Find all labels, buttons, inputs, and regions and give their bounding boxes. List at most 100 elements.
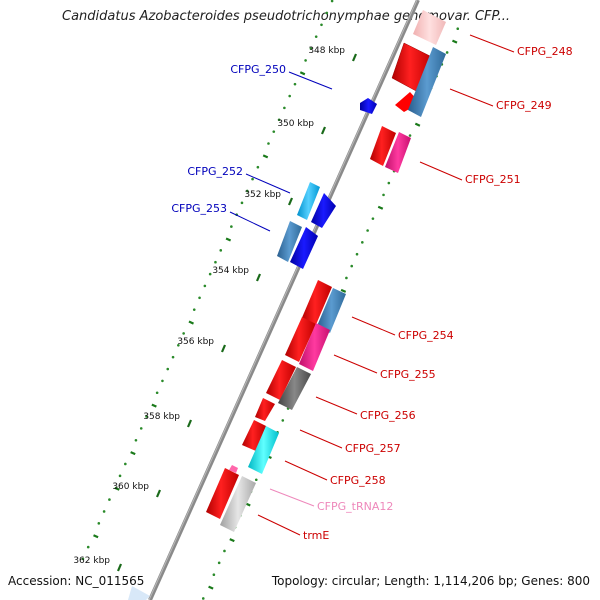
gene-cfpg-254[interactable] [301,280,346,333]
gc-dot [230,225,233,228]
gc-dot [456,27,460,31]
gc-dash [299,71,306,76]
accession-text: Accession: NC_011565 [8,574,145,588]
ruler-tick [116,563,123,572]
ruler-tick-label: 358 kbp [143,412,180,422]
gene-cfpg-trna12[interactable] [229,465,238,473]
gc-dot [361,241,364,244]
ruler-tick-label: 350 kbp [277,119,314,129]
gene-cfpg-252[interactable] [297,182,336,228]
leader-line [299,429,343,449]
gc-dot [223,549,226,553]
gc-dot [166,367,170,371]
gc-dash [340,288,347,293]
leader-line [269,488,315,507]
gc-dot [445,51,449,54]
ruler-tick-label: 354 kbp [212,266,249,276]
gc-dot [161,379,164,383]
leader-line [257,514,301,536]
gc-content-track [81,0,460,600]
gc-dot [355,252,359,256]
gc-dash [151,403,157,408]
gc-dash [262,154,269,159]
gc-dot [171,355,175,359]
ruler-tick-label: 352 kbp [244,190,281,200]
gene-cfpg-251[interactable] [370,126,411,173]
gene-cfpg-249[interactable] [408,47,446,117]
gene-label[interactable]: CFPG_248 [517,45,573,58]
ruler-tick-label: 356 kbp [177,337,214,347]
gene-cfpg-253[interactable] [277,221,318,269]
gc-dot [102,510,106,513]
gene-label[interactable]: CFPG_257 [345,442,401,455]
gc-dot [219,249,223,252]
gene-trme[interactable] [206,468,256,532]
gc-dash [414,122,421,127]
gene-features [128,10,446,600]
gene-cfpg-250[interactable] [360,98,377,114]
map-title: Candidatus Azobacteroides pseudotrichony… [62,9,510,24]
gc-dot [320,23,323,27]
gc-dot [350,264,354,268]
gc-dot [256,165,260,169]
leader-line [333,354,378,374]
gc-dot [309,47,313,50]
leader-line [284,460,328,481]
gene-cfpg-255[interactable] [285,317,330,371]
ruler-tick-label: 348 kbp [308,46,345,56]
gene-label[interactable]: CFPG_tRNA12 [317,500,393,513]
gc-dot [97,522,101,525]
gc-dot [177,343,180,347]
gc-dot [245,189,249,193]
ruler-tick-label: 360 kbp [112,482,149,492]
gc-dot [214,260,217,264]
gc-dash [188,320,194,325]
gene-labels: CFPG_248 CFPG_249 CFPG_250 CFPG_251 CFPG_252… [171,45,572,542]
gc-dot [124,462,127,466]
gc-dot [277,118,281,122]
ruler-tick [155,489,162,498]
gc-dash [225,237,232,242]
ruler-tick-label: 362 kbp [73,556,110,566]
gc-dash [93,534,99,539]
gene-label[interactable]: CFPG_253 [171,202,227,215]
gc-dot [251,177,254,181]
gene-label[interactable]: CFPG_251 [465,173,521,186]
gc-dash [114,486,120,491]
gene-cfpg-256[interactable] [266,360,311,410]
gene-label[interactable]: CFPG_258 [330,474,386,487]
gc-dot [325,11,329,15]
gene-label[interactable]: CFPG_250 [230,63,286,76]
gene-label[interactable]: trmE [303,529,329,542]
gc-dot [198,296,201,300]
gc-dot [314,35,318,38]
gc-dot [201,597,205,600]
gc-dot [382,193,385,197]
ruler-tick [186,419,193,428]
gene-cfpg-258[interactable] [248,426,279,474]
gc-dot [330,0,334,3]
gene-label[interactable]: CFPG_254 [398,329,454,342]
backbone [148,0,420,600]
gc-dash [229,538,235,543]
gc-dot [182,332,185,335]
gc-dot [240,201,244,205]
gene-label[interactable]: CFPG_256 [360,409,416,422]
ruler-labels: 348 kbp 350 kbp 352 kbp 354 kbp 356 kbp 358 k… [73,46,345,566]
leader-line [315,396,358,415]
gc-dot [288,94,291,98]
gc-dot [267,142,270,145]
gc-dash [208,585,214,590]
gc-dot [81,557,85,561]
gc-dot [192,308,196,311]
ruler-tick [287,197,294,206]
gene-label[interactable]: CFPG_252 [187,165,243,178]
gc-dot [118,474,122,478]
gc-dot [283,106,286,110]
ruler-tick [220,344,227,353]
gene-label[interactable]: CFPG_249 [496,99,552,112]
gc-dot [155,391,159,395]
gene-cfpg-257[interactable] [242,398,275,451]
gene-label[interactable]: CFPG_255 [380,368,436,381]
gc-dot [254,478,258,482]
